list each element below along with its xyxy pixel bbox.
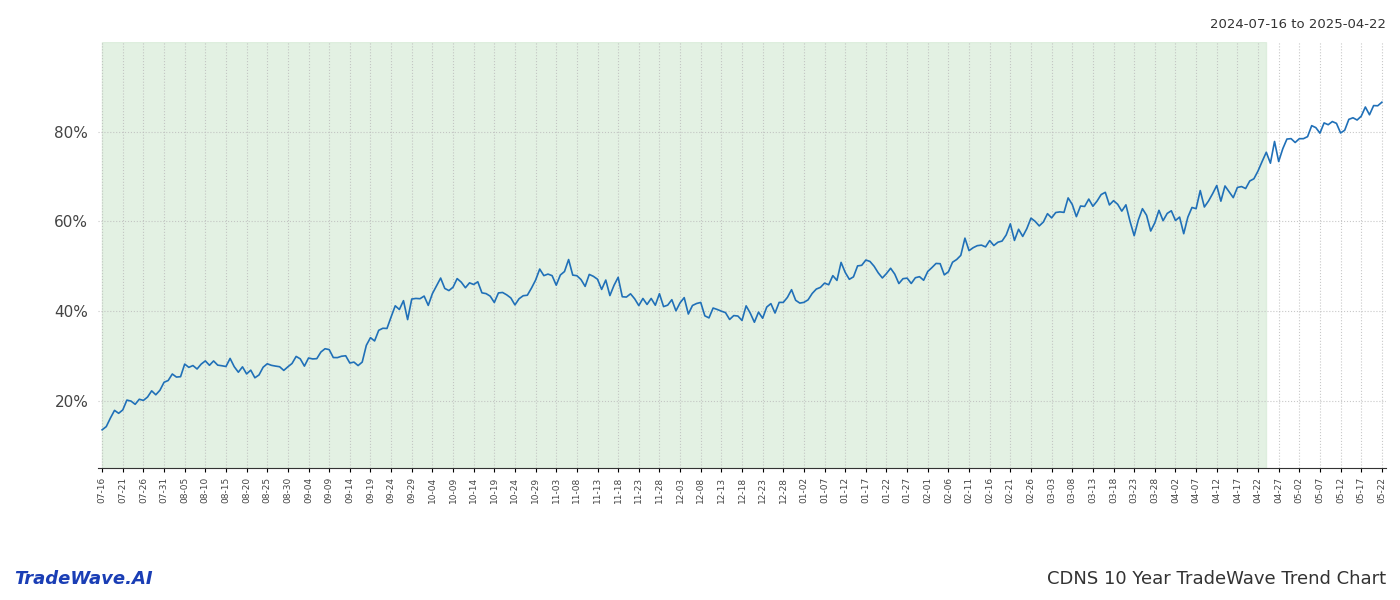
Text: 2024-07-16 to 2025-04-22: 2024-07-16 to 2025-04-22 [1210,18,1386,31]
Text: CDNS 10 Year TradeWave Trend Chart: CDNS 10 Year TradeWave Trend Chart [1047,570,1386,588]
Bar [102,42,1266,468]
Text: TradeWave.AI: TradeWave.AI [14,570,153,588]
